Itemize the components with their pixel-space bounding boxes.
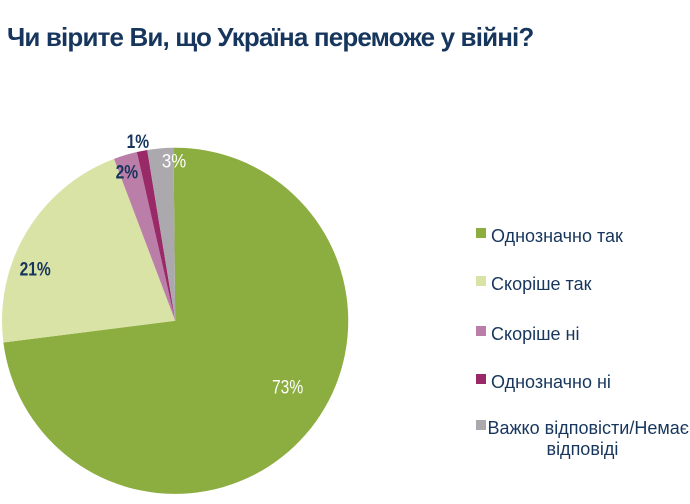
svg-text:3%: 3%	[162, 150, 186, 171]
svg-text:21%: 21%	[20, 258, 51, 280]
svg-text:1%: 1%	[127, 130, 150, 152]
svg-text:73%: 73%	[272, 376, 303, 398]
svg-text:2%: 2%	[116, 161, 139, 183]
